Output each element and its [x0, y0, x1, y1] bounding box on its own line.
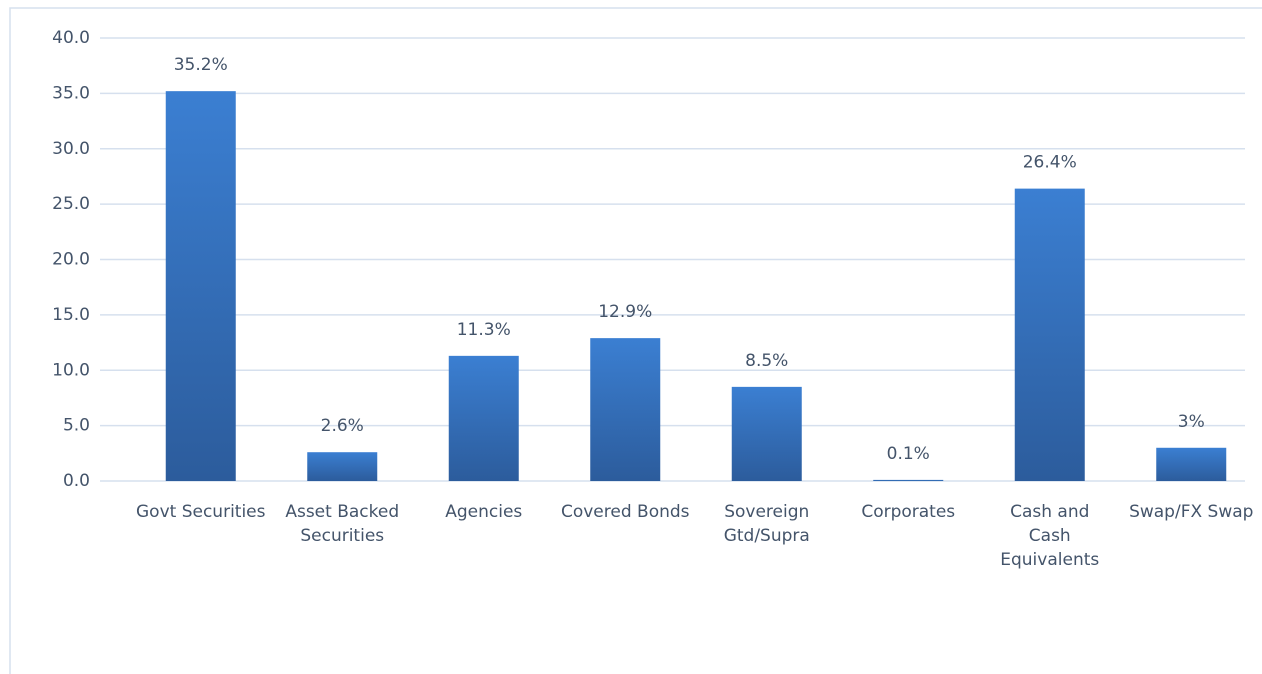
bar: [1156, 447, 1227, 481]
bar: [1014, 188, 1085, 481]
data-label: 35.2%: [174, 55, 228, 75]
data-label: 0.1%: [887, 444, 930, 464]
bar: [448, 355, 519, 481]
x-tick-label: Cash and Cash Equivalents: [1000, 502, 1100, 570]
data-label: 11.3%: [457, 320, 511, 340]
x-tick-label: Govt Securities: [136, 502, 266, 522]
y-tick-label: 15.0: [52, 305, 90, 325]
data-label: 3%: [1178, 412, 1205, 432]
x-tick-label: Sovereign Gtd/Supra: [723, 502, 810, 546]
data-label: 26.4%: [1023, 153, 1077, 173]
y-tick-label: 5.0: [63, 416, 90, 436]
y-tick-label: 0.0: [63, 471, 90, 491]
x-tick-label: Swap/FX Swap: [1129, 502, 1254, 522]
x-tick-label: Asset Backed Securities: [285, 502, 400, 546]
y-tick-label: 20.0: [52, 250, 90, 270]
bar: [307, 452, 378, 481]
x-tick-label: Corporates: [861, 502, 956, 522]
y-tick-label: 10.0: [52, 360, 90, 380]
bar: [590, 338, 661, 481]
bar: [873, 479, 944, 481]
x-tick-label: Covered Bonds: [560, 502, 690, 522]
bar: [731, 386, 802, 481]
data-label: 2.6%: [321, 416, 364, 436]
y-tick-label: 25.0: [52, 194, 90, 214]
x-tick-label: Agencies: [445, 502, 523, 522]
data-label: 8.5%: [745, 351, 788, 371]
data-label: 12.9%: [598, 302, 652, 322]
y-tick-label: 35.0: [52, 83, 90, 103]
y-tick-label: 40.0: [52, 28, 90, 48]
bar: [165, 91, 236, 481]
y-tick-label: 30.0: [52, 139, 90, 159]
frame: [9, 7, 1262, 674]
